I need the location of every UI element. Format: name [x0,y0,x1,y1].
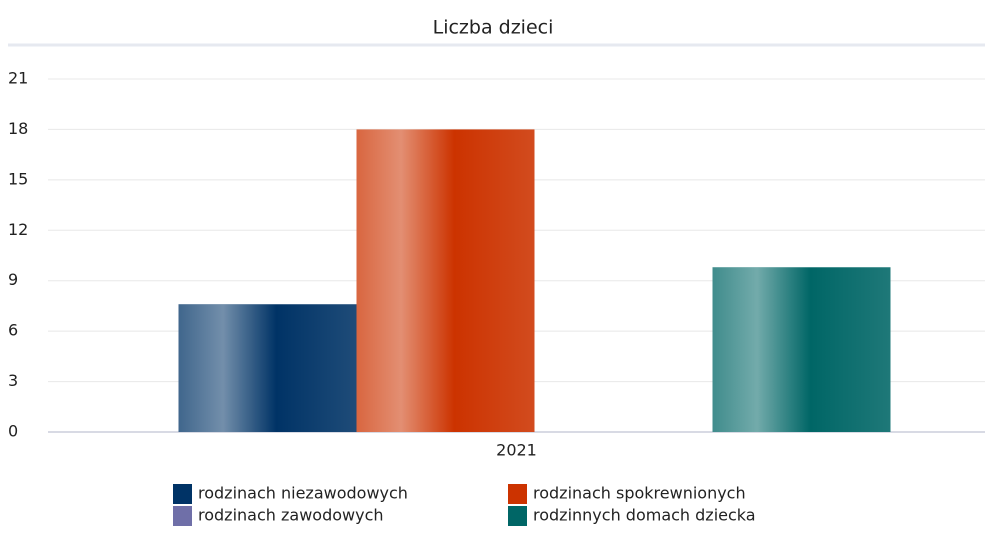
bar-shine [712,267,891,432]
legend-label: rodzinach niezawodowych [198,484,408,503]
legend-swatch [173,484,192,504]
y-tick-label: 0 [8,422,18,441]
legend-label: rodzinnych domach dziecka [533,506,756,525]
y-tick-label: 18 [8,119,28,138]
legend-swatch [508,506,527,526]
y-tick-label: 9 [8,270,18,289]
bar-shine [178,304,357,432]
y-tick-label: 15 [8,169,28,188]
y-tick-label: 6 [8,321,18,340]
legend-label: rodzinach spokrewnionych [533,484,746,503]
legend-swatch [508,484,527,504]
chart-title: Liczba dzieci [433,17,554,39]
y-tick-label: 12 [8,220,28,239]
bar-shine [356,129,535,432]
y-tick-label: 21 [8,69,28,88]
x-tick-label: 2021 [496,441,537,460]
legend-label: rodzinach zawodowych [198,506,384,525]
y-tick-label: 3 [8,371,18,390]
legend-swatch [173,506,192,526]
